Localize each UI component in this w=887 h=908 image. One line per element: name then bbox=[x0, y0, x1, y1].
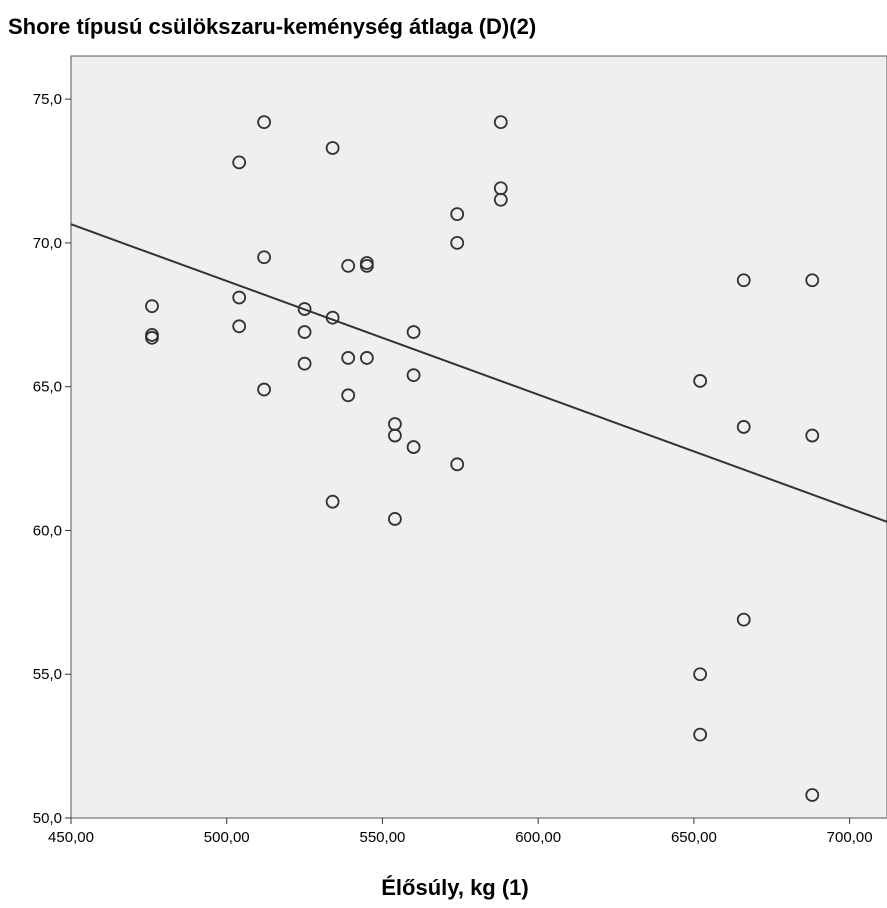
data-point bbox=[450, 236, 465, 250]
x-tick-label: 450,00 bbox=[48, 829, 94, 846]
y-tick-label: 55,0 bbox=[33, 666, 62, 683]
chart-title: Shore típusú csülökszaru-keménység átlag… bbox=[8, 14, 536, 39]
data-point bbox=[257, 115, 271, 130]
data-point bbox=[450, 457, 465, 472]
data-point bbox=[406, 325, 421, 339]
data-point bbox=[388, 512, 402, 526]
data-point bbox=[693, 667, 708, 682]
y-tick-label: 60,0 bbox=[33, 522, 62, 539]
data-point bbox=[805, 273, 820, 288]
x-tick-label: 650,00 bbox=[671, 829, 717, 846]
data-point bbox=[736, 273, 751, 288]
x-axis-label: Élősúly, kg (1) bbox=[381, 875, 529, 900]
data-point bbox=[145, 330, 159, 345]
plot-area bbox=[70, 55, 887, 819]
data-point bbox=[736, 612, 751, 627]
x-tick-label: 550,00 bbox=[360, 829, 406, 846]
data-point bbox=[325, 141, 340, 155]
data-point bbox=[736, 420, 751, 434]
data-point bbox=[406, 440, 421, 454]
data-point bbox=[406, 368, 421, 383]
data-point bbox=[232, 290, 247, 305]
data-point bbox=[359, 351, 374, 365]
x-axis: 450,00 500,00 550,00 600,00 650,00 700,00 bbox=[48, 818, 873, 846]
data-point bbox=[805, 788, 820, 802]
data-point bbox=[693, 374, 708, 388]
data-point bbox=[388, 428, 402, 443]
data-point bbox=[325, 494, 340, 509]
data-point bbox=[450, 207, 465, 222]
data-point bbox=[805, 428, 820, 443]
data-point bbox=[341, 259, 356, 273]
data-point bbox=[232, 319, 247, 334]
data-point bbox=[297, 302, 312, 316]
y-tick-label: 50,0 bbox=[33, 810, 62, 827]
data-point bbox=[359, 259, 374, 273]
data-point bbox=[297, 356, 312, 371]
points-layer bbox=[145, 115, 820, 802]
data-point bbox=[257, 250, 271, 265]
x-tick-label: 700,00 bbox=[827, 829, 873, 846]
x-tick-label: 500,00 bbox=[204, 829, 250, 846]
data-point bbox=[693, 727, 708, 742]
data-point bbox=[493, 192, 508, 207]
fit-line bbox=[70, 223, 887, 523]
data-point bbox=[493, 115, 508, 130]
data-point bbox=[297, 325, 312, 339]
x-tick-label: 600,00 bbox=[515, 829, 561, 846]
data-point bbox=[325, 310, 340, 325]
y-tick-label: 75,0 bbox=[33, 91, 62, 108]
y-axis: 50,0 55,0 60,0 65,0 70,0 75,0 bbox=[33, 91, 71, 827]
data-point bbox=[232, 155, 247, 170]
data-point bbox=[341, 388, 356, 403]
fit-line-layer bbox=[70, 223, 887, 523]
data-point bbox=[257, 382, 271, 397]
y-tick-label: 65,0 bbox=[33, 379, 62, 396]
data-point bbox=[341, 351, 356, 365]
y-tick-label: 70,0 bbox=[33, 235, 62, 252]
data-point bbox=[145, 299, 159, 314]
